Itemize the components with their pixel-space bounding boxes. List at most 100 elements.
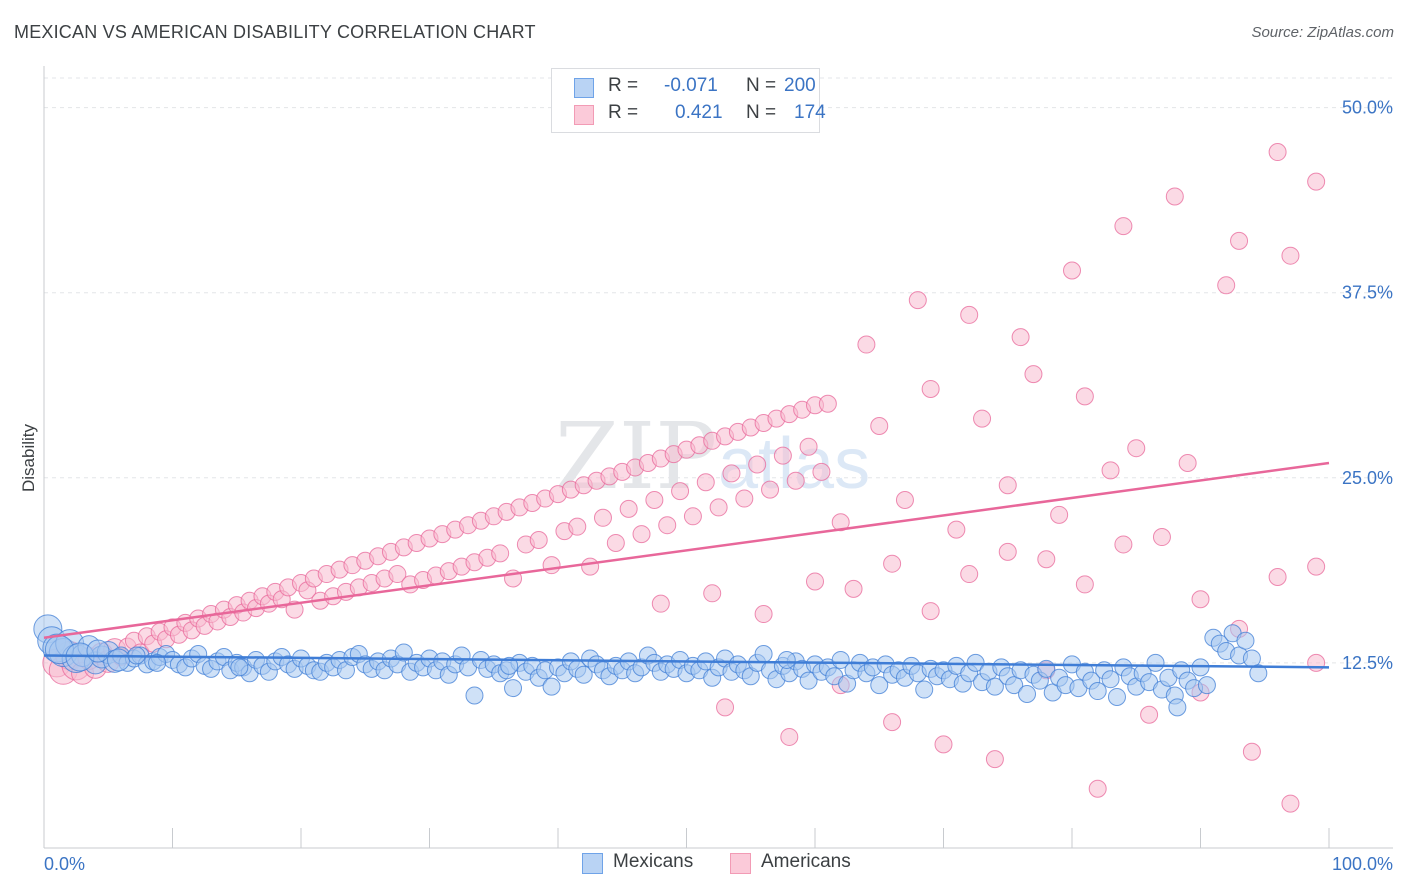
data-point-americans xyxy=(1281,246,1300,265)
data-point-mexicans xyxy=(870,676,889,695)
data-point-mexicans xyxy=(985,677,1004,696)
data-point-americans xyxy=(619,499,638,518)
data-point-americans xyxy=(1242,742,1261,761)
data-point-americans xyxy=(593,508,612,527)
data-point-americans xyxy=(1075,575,1094,594)
data-point-mexicans xyxy=(107,648,131,672)
legend-n-label: N = xyxy=(746,102,777,123)
chart-title: MEXICAN VS AMERICAN DISABILITY CORRELATI… xyxy=(14,22,536,42)
data-point-americans xyxy=(696,473,715,492)
data-point-americans xyxy=(1268,143,1287,162)
data-point-americans xyxy=(1165,187,1184,206)
data-point-americans xyxy=(1307,653,1326,672)
bottom-legend-label-mexicans: Mexicans xyxy=(613,851,694,872)
data-point-americans xyxy=(722,464,741,483)
y-axis-label: Disability xyxy=(19,423,38,492)
data-point-mexicans xyxy=(777,650,796,669)
data-point-mexicans xyxy=(1197,676,1216,695)
data-point-americans xyxy=(1037,550,1056,569)
data-point-americans xyxy=(1101,461,1120,480)
legend-swatch-mexicans xyxy=(574,78,594,98)
y-tick-label: 37.5% xyxy=(1342,283,1393,303)
data-point-mexicans xyxy=(504,679,523,698)
legend-r-label: R = xyxy=(608,102,639,123)
data-point-americans xyxy=(1024,365,1043,384)
data-point-americans xyxy=(1050,505,1069,524)
data-point-americans xyxy=(883,713,902,732)
data-point-mexicans xyxy=(500,656,519,675)
data-point-americans xyxy=(1217,276,1236,295)
data-point-mexicans xyxy=(1168,698,1187,717)
data-point-mexicans xyxy=(394,643,413,662)
data-point-americans xyxy=(658,516,677,535)
zipatlas-watermark: ZIP atlas xyxy=(555,403,870,510)
data-point-americans xyxy=(606,533,625,552)
y-tick-label: 50.0% xyxy=(1342,98,1393,118)
trend-line-americans xyxy=(43,461,1330,639)
x-tick-label: 0.0% xyxy=(44,854,85,874)
data-point-americans xyxy=(844,579,863,598)
data-point-americans xyxy=(491,544,510,563)
data-point-americans xyxy=(806,572,824,591)
data-point-americans xyxy=(581,557,600,576)
data-point-americans xyxy=(857,335,876,354)
data-point-americans xyxy=(716,698,735,717)
legend-n-value-americans: 174 xyxy=(794,102,826,123)
data-point-mexicans xyxy=(1088,682,1107,701)
data-point-americans xyxy=(780,727,799,746)
data-point-americans xyxy=(1191,590,1210,609)
data-point-mexicans xyxy=(230,658,249,677)
data-point-americans xyxy=(818,394,837,413)
y-tick-label: 25.0% xyxy=(1342,468,1393,488)
data-point-americans xyxy=(786,471,805,490)
data-point-americans xyxy=(1178,454,1197,472)
data-point-americans xyxy=(632,525,651,544)
bottom-legend-swatch-americans xyxy=(730,853,751,874)
data-point-americans xyxy=(799,437,818,456)
data-point-americans xyxy=(748,455,767,474)
data-point-americans xyxy=(908,291,927,310)
data-point-americans xyxy=(998,476,1017,495)
data-point-americans xyxy=(1127,439,1146,458)
data-point-mexicans xyxy=(1146,653,1165,672)
data-point-americans xyxy=(1268,568,1287,587)
data-point-americans xyxy=(773,446,792,465)
data-point-americans xyxy=(883,554,902,573)
data-point-americans xyxy=(568,517,587,536)
data-point-americans xyxy=(895,491,914,510)
data-point-americans xyxy=(1114,535,1133,554)
bottom-legend-swatch-mexicans xyxy=(582,853,603,874)
data-point-mexicans xyxy=(1107,687,1126,706)
data-point-mexicans xyxy=(1018,685,1037,703)
data-point-americans xyxy=(1307,172,1326,191)
data-point-americans xyxy=(1230,231,1249,250)
data-point-americans xyxy=(754,605,773,624)
data-point-mexicans xyxy=(465,686,484,705)
data-point-americans xyxy=(529,531,548,549)
correlation-legend: R = -0.071 N = 200 R = 0.421 N = 174 xyxy=(551,68,826,133)
data-point-americans xyxy=(709,498,728,517)
data-point-americans xyxy=(921,602,940,621)
legend-n-value-mexicans: 200 xyxy=(784,75,816,96)
data-point-mexicans xyxy=(86,639,110,663)
data-point-mexicans xyxy=(1005,676,1024,695)
legend-swatch-americans xyxy=(574,105,594,125)
data-point-americans xyxy=(1063,261,1081,280)
data-point-americans xyxy=(388,565,407,584)
data-point-americans xyxy=(651,594,670,613)
source-label: Source: ZipAtlas.com xyxy=(1251,24,1394,41)
data-point-americans xyxy=(812,462,831,481)
data-point-americans xyxy=(947,520,966,539)
data-point-americans xyxy=(921,379,940,398)
data-point-americans xyxy=(998,542,1017,561)
data-point-mexicans xyxy=(1249,664,1268,683)
data-point-americans xyxy=(1140,705,1159,724)
data-point-mexicans xyxy=(574,665,593,684)
data-point-americans xyxy=(973,409,992,428)
data-point-mexicans xyxy=(542,677,561,696)
data-point-americans xyxy=(645,491,664,510)
data-point-americans xyxy=(1114,217,1133,236)
data-point-mexicans xyxy=(831,650,850,669)
legend-r-value-mexicans: -0.071 xyxy=(664,75,718,96)
